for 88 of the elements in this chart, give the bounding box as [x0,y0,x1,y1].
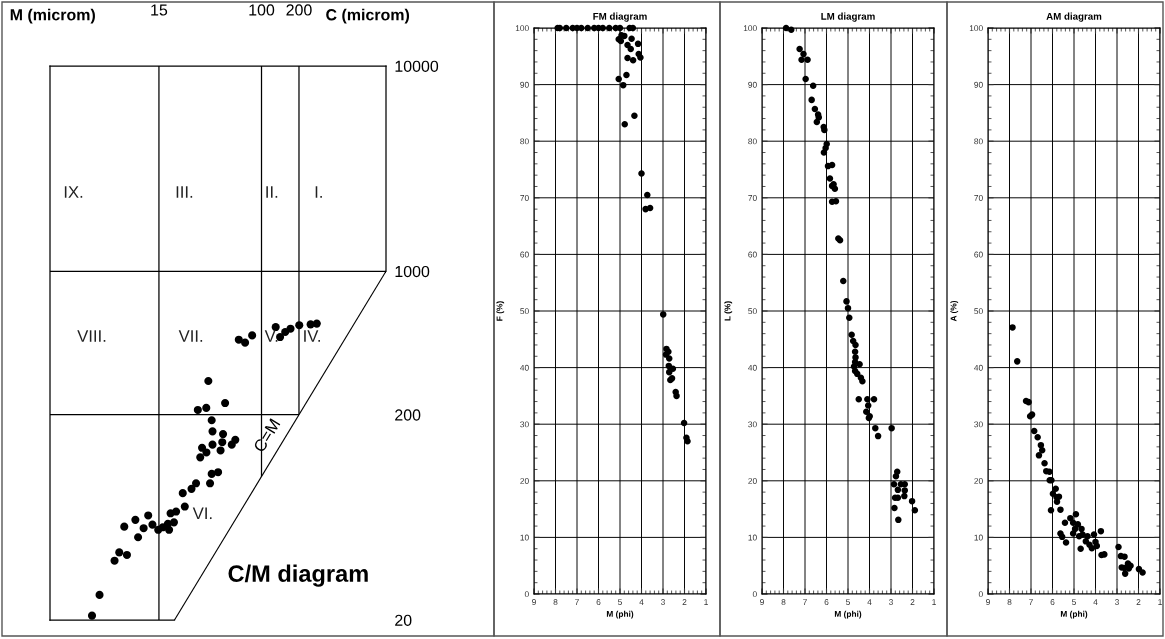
annotation: VII. [178,330,203,342]
y-tick-label: 80 [520,138,529,145]
y-tick-label: 20 [974,478,983,484]
annotation: VI. [192,507,212,520]
y-tick-label: 60 [520,251,529,258]
x-tick-label: 8 [553,599,558,605]
y-axis-title: A (%) [950,300,959,322]
y-tick-label: 100 [969,25,983,32]
y-tick-label: 100 [743,25,757,32]
y-tick-label: 40 [520,364,529,371]
x-tick-label: 100 [249,4,275,16]
y-tick-label: 0 [524,591,529,598]
y-tick-label: 40 [974,364,983,371]
annotation: IX. [64,186,83,198]
x-tick-label: 5 [1072,599,1076,605]
y-tick-label: 70 [748,195,757,201]
x-tick-label: 3 [1115,599,1119,605]
y-tick-label: 50 [748,308,757,315]
x-tick-label: 8 [1007,599,1012,605]
x-axis-title: M (phi) [606,610,634,619]
chart-title: LM diagram [821,12,875,22]
y-tick-label: 30 [974,421,983,428]
y-tick-label: 10 [748,534,757,541]
x-tick-label: 9 [760,599,764,605]
y-tick-label: 70 [520,195,529,201]
y-tick-label: 60 [748,251,757,258]
x-tick-label: 7 [575,599,579,605]
x-tick-label: 9 [532,599,536,605]
x-tick-label: 5 [618,599,622,605]
y-tick-label: 100 [515,25,529,32]
annotation: VIII. [77,330,106,342]
y-tick-label: 0 [978,591,983,598]
x-tick-label: 3 [661,599,665,605]
y-tick-label: 0 [752,591,757,598]
chart-title: FM diagram [593,12,647,22]
x-tick-label: 6 [596,599,601,605]
y-axis-title: F (%) [496,301,505,321]
y-tick-label: 20 [520,478,529,484]
y-tick-label: 20 [395,614,412,626]
y-tick-label: 80 [748,138,757,145]
x-axis-title: M (phi) [834,610,862,619]
y-axis-title: L (%) [724,301,733,321]
y-tick-label: 20 [748,478,757,484]
x-tick-label: 200 [286,4,312,16]
x-tick-label: 4 [639,599,644,605]
annotation: I. [315,186,322,198]
y-axis-title: C (microm) [326,8,410,24]
x-tick-label: 2 [1136,599,1141,605]
x-axis-title: M (phi) [1060,610,1088,619]
x-tick-label: 4 [867,599,872,605]
annotation: II. [266,186,278,198]
y-tick-label: 10 [974,534,983,541]
y-tick-label: 90 [748,81,757,88]
x-tick-label: 1 [932,599,936,605]
x-tick-label: 4 [1093,599,1098,605]
text: C/M diagram [228,564,368,587]
x-tick-label: 8 [781,599,786,605]
x-tick-label: 7 [1029,599,1033,605]
x-tick-label: 15 [151,4,168,16]
y-tick-label: 50 [974,308,983,315]
x-tick-label: 9 [986,599,990,605]
y-tick-label: 70 [974,195,983,201]
x-tick-label: 5 [846,599,850,605]
y-tick-label: 80 [974,138,983,145]
x-tick-label: 3 [889,599,893,605]
x-tick-label: 6 [1050,599,1055,605]
y-tick-label: 50 [520,308,529,315]
y-tick-label: 10000 [395,60,439,72]
x-tick-label: 6 [824,599,829,605]
x-tick-label: 1 [1158,599,1162,605]
annotation: III. [176,186,193,198]
x-tick-label: 2 [910,599,915,605]
y-tick-label: 10 [520,534,529,541]
y-tick-label: 30 [748,421,757,428]
y-tick-label: 200 [395,409,421,421]
x-tick-label: 1 [704,599,708,605]
x-axis-title: M (microm) [10,8,95,24]
annotation: IV. [304,330,320,342]
y-tick-label: 30 [520,421,529,428]
y-tick-label: 40 [748,364,757,371]
y-tick-label: 60 [974,251,983,258]
y-tick-label: 1000 [395,265,430,278]
annotation: V. [264,330,278,342]
y-tick-label: 90 [520,81,529,88]
chart-title: AM diagram [1046,12,1102,22]
x-tick-label: 2 [682,599,687,605]
y-tick-label: 90 [974,81,983,88]
x-tick-label: 7 [803,599,807,605]
